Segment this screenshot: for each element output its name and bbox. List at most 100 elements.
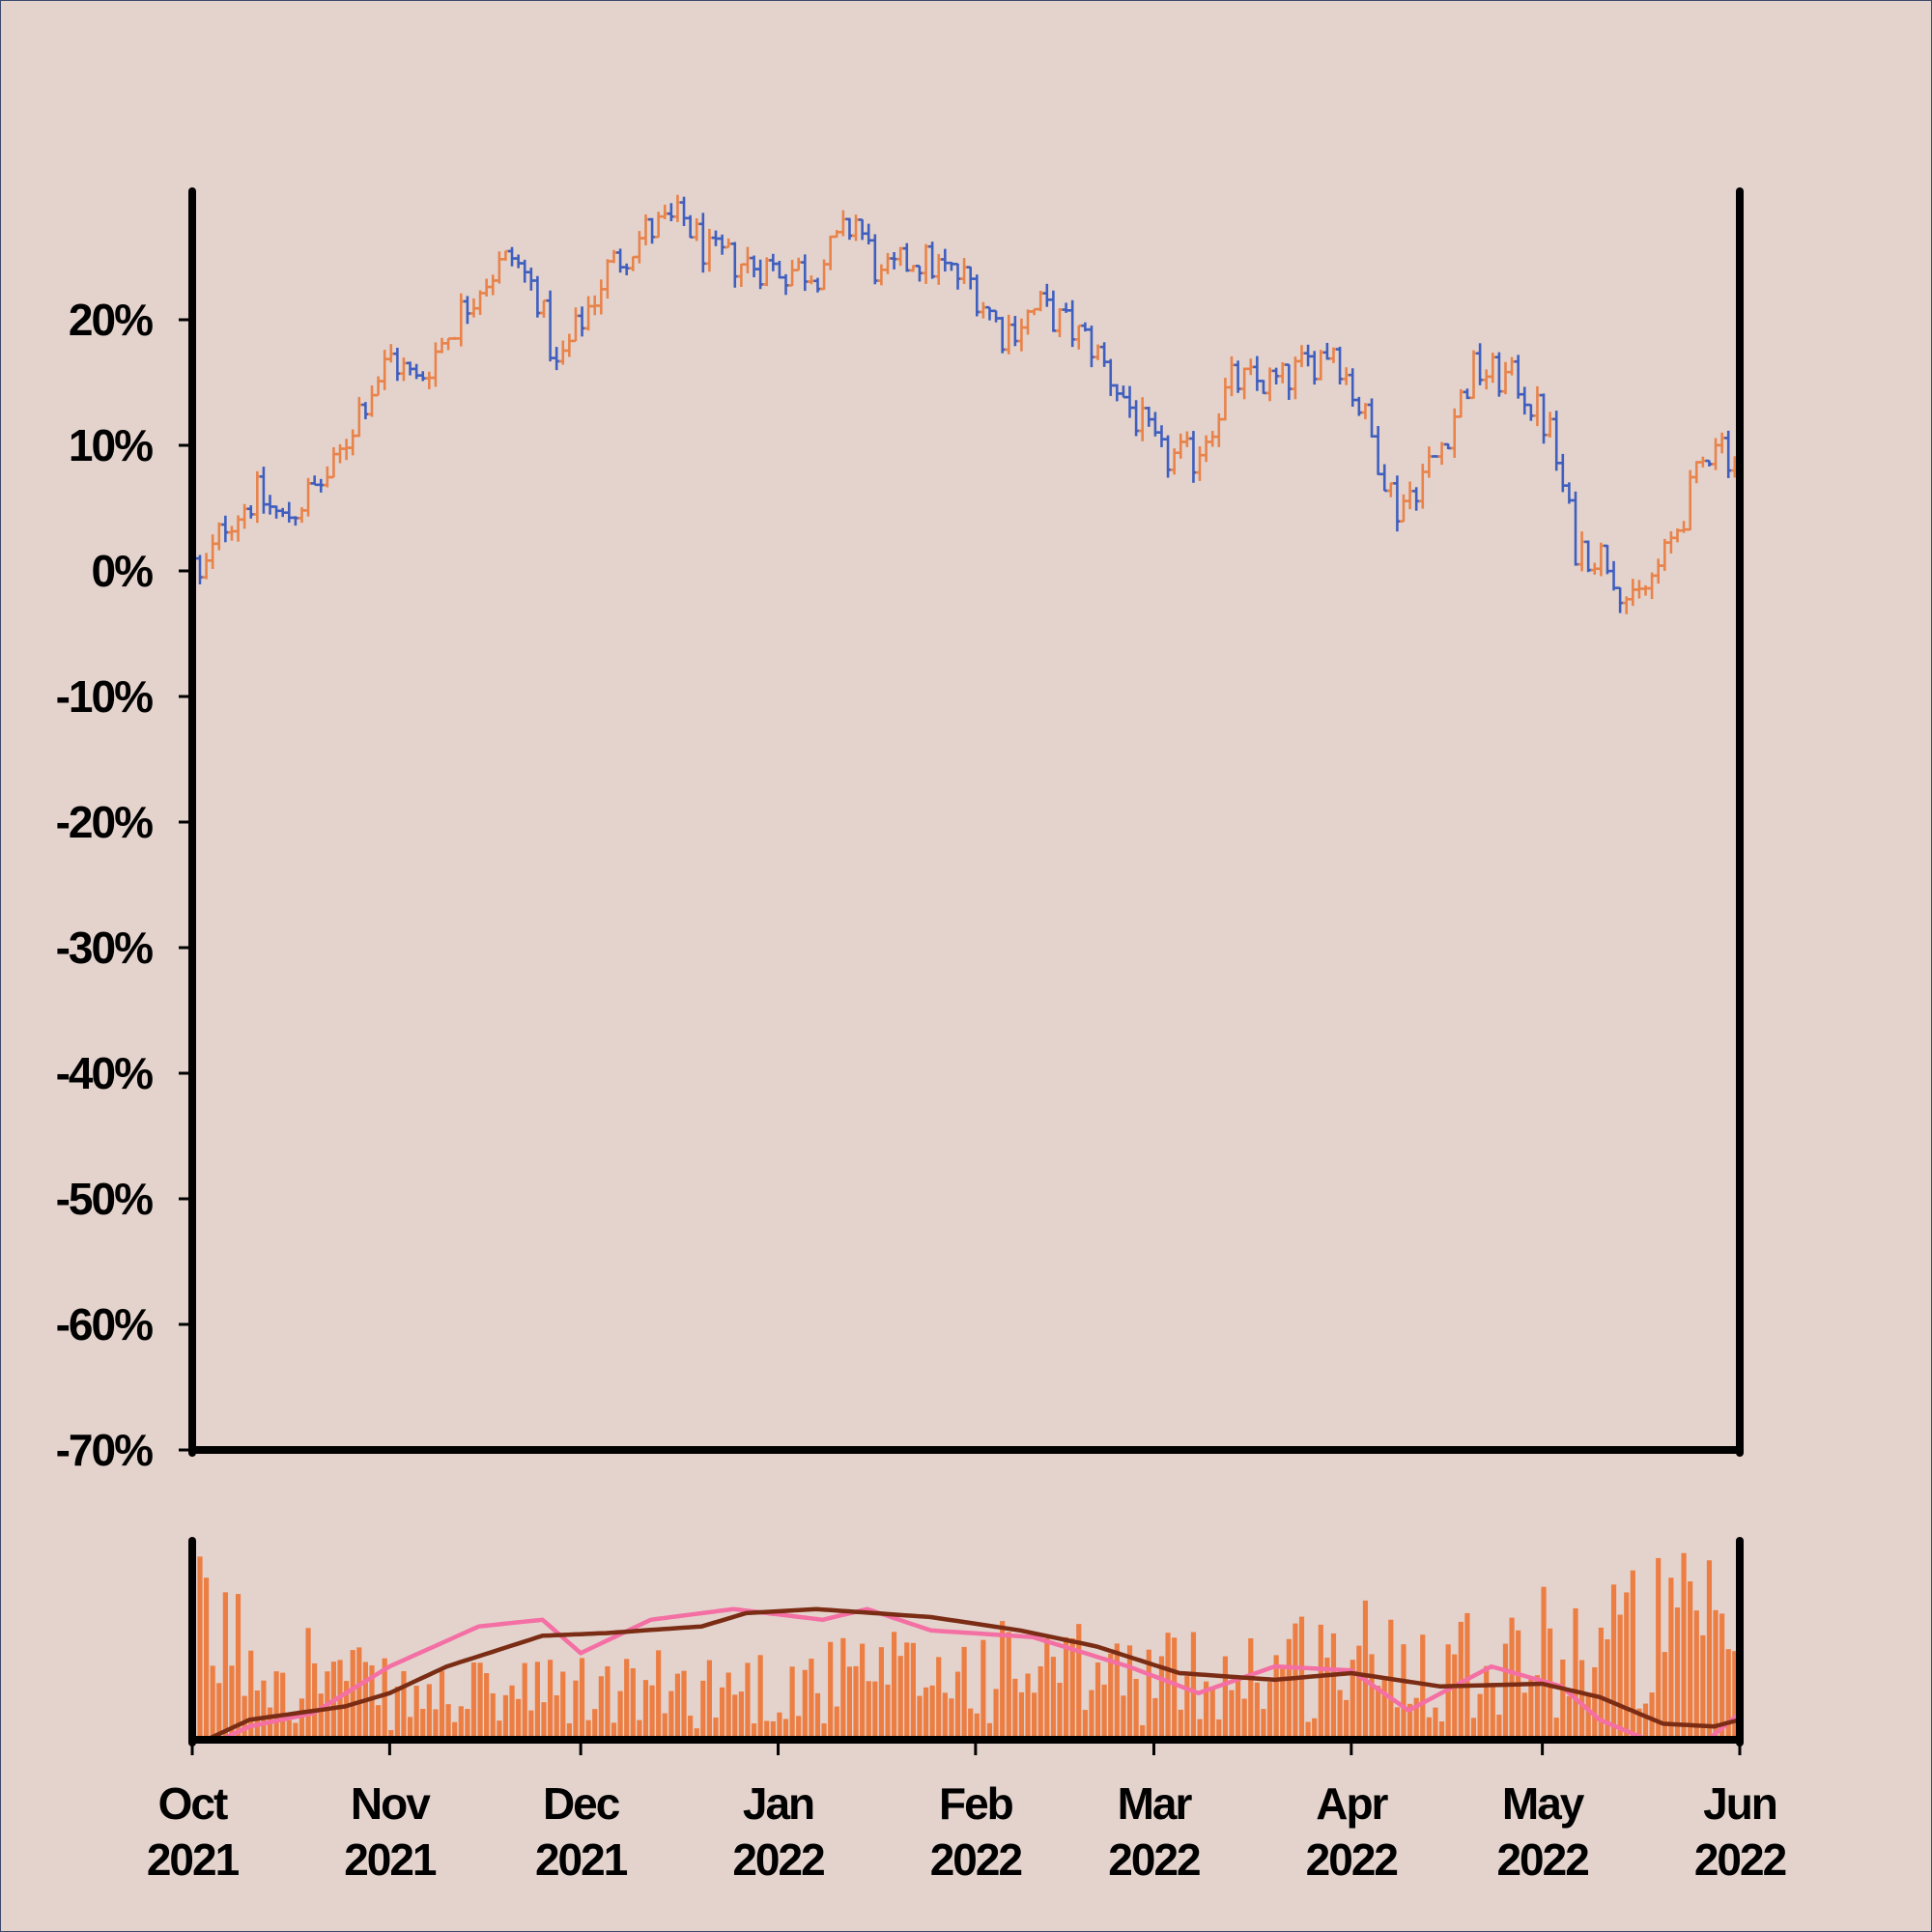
ohlc-bar <box>1322 342 1331 360</box>
volume-bar <box>1037 1666 1043 1740</box>
ohlc-bar <box>953 263 962 290</box>
ohlc-bar <box>635 231 643 264</box>
volume-bar <box>470 1662 477 1740</box>
ohlc-bar <box>508 246 517 267</box>
volume-bar <box>1521 1692 1527 1740</box>
volume-bar <box>566 1722 572 1740</box>
volume-bar <box>477 1662 483 1740</box>
ohlc-bar <box>1526 403 1535 421</box>
ohlc-bar <box>418 371 427 382</box>
y-tick-label: 0% <box>92 546 154 596</box>
volume-bar <box>1420 1634 1426 1740</box>
x-tick-year: 2022 <box>1694 1834 1786 1885</box>
volume-bar <box>273 1671 279 1740</box>
y-axis: 20% 10% 0% -10% -20% -30% -40% -50% -60% -70% <box>56 295 192 1475</box>
ohlc-bar <box>266 495 274 515</box>
volume-bar <box>1681 1552 1687 1740</box>
volume-bar <box>694 1728 699 1740</box>
volume-bar <box>522 1662 527 1740</box>
ohlc-bar <box>629 255 638 271</box>
x-tick-month: Mar <box>1118 1778 1193 1829</box>
x-tick-month: Jun <box>1703 1778 1776 1829</box>
ohlc-bar <box>998 316 1007 354</box>
volume-bar <box>509 1685 515 1740</box>
volume-bar <box>1636 1708 1642 1740</box>
volume-bar <box>1592 1666 1598 1740</box>
ohlc-bar <box>1189 431 1198 483</box>
ohlc-bar <box>890 252 898 270</box>
volume-bar <box>764 1720 770 1740</box>
volume-bar <box>426 1684 432 1740</box>
volume-bar <box>1560 1659 1566 1740</box>
volume-bar <box>1573 1607 1578 1740</box>
volume-bar <box>356 1647 362 1740</box>
ohlc-bar <box>1552 411 1561 471</box>
volume-bar <box>1401 1644 1406 1740</box>
ohlc-bar <box>1138 397 1147 441</box>
volume-bar <box>968 1708 974 1740</box>
ohlc-bar <box>425 371 434 389</box>
ohlc-bar <box>730 242 739 288</box>
ohlc-bar <box>922 243 930 284</box>
volume-bar <box>1266 1682 1273 1740</box>
volume-bar <box>917 1695 923 1740</box>
ohlc-bar <box>540 298 548 318</box>
ohlc-bar <box>1597 542 1605 577</box>
volume-bar <box>1241 1698 1247 1740</box>
ohlc-bar <box>1654 558 1662 584</box>
volume-bar <box>407 1717 413 1740</box>
volume-bar <box>954 1671 961 1740</box>
volume-bar <box>1553 1718 1559 1740</box>
ohlc-bar <box>355 396 363 438</box>
volume-bar <box>1063 1636 1069 1740</box>
volume-bar <box>203 1577 210 1740</box>
volume-bar <box>1376 1686 1381 1740</box>
ohlc-bar <box>992 309 1001 323</box>
volume-bar <box>1433 1707 1438 1740</box>
ohlc-bar <box>489 274 497 296</box>
volume-bar <box>1082 1710 1088 1740</box>
volume-bar <box>1172 1637 1178 1740</box>
ohlc-bar <box>399 357 408 382</box>
volume-bar <box>1012 1678 1018 1740</box>
volume-bar <box>1719 1613 1725 1740</box>
volume-bar <box>1025 1673 1031 1740</box>
ohlc-bar <box>941 248 950 272</box>
volume-bar <box>751 1723 757 1740</box>
ohlc-bar <box>1164 435 1173 478</box>
x-tick-month: Jan <box>743 1778 813 1829</box>
volume-bar <box>534 1662 541 1740</box>
volume-bar <box>337 1660 343 1740</box>
volume-bar <box>1566 1695 1573 1740</box>
volume-bar <box>1050 1657 1057 1740</box>
ohlc-bar <box>1692 461 1701 484</box>
volume-bar <box>573 1680 579 1740</box>
ohlc-bar <box>259 467 268 514</box>
volume-bar <box>782 1719 789 1740</box>
ohlc-bar <box>661 204 669 219</box>
ohlc-bar <box>285 501 294 523</box>
volume-bar <box>605 1665 611 1740</box>
volume-bar <box>688 1716 694 1740</box>
volume-bar <box>439 1670 445 1740</box>
volume-bar <box>1617 1614 1623 1740</box>
ohlc-bar <box>349 429 357 456</box>
volume-bar <box>452 1721 458 1740</box>
ohlc-bar <box>1221 378 1230 421</box>
ohlc-bar <box>884 252 892 274</box>
volume-bar <box>1222 1656 1229 1740</box>
ohlc-bar <box>1400 494 1407 523</box>
volume-bar <box>1018 1691 1025 1740</box>
ohlc-bar <box>253 470 262 524</box>
volume-bar <box>1293 1623 1298 1740</box>
volume-bar <box>674 1673 681 1740</box>
ohlc-bar <box>1056 308 1064 338</box>
ohlc-bar <box>361 402 370 420</box>
volume-bar <box>1649 1692 1655 1740</box>
volume-bar <box>1350 1660 1355 1740</box>
volume-bar <box>1642 1703 1649 1740</box>
ohlc-bar <box>1317 350 1325 381</box>
volume-bar <box>1146 1649 1151 1740</box>
volume-bar <box>1438 1720 1445 1740</box>
volume-bar <box>394 1686 400 1740</box>
